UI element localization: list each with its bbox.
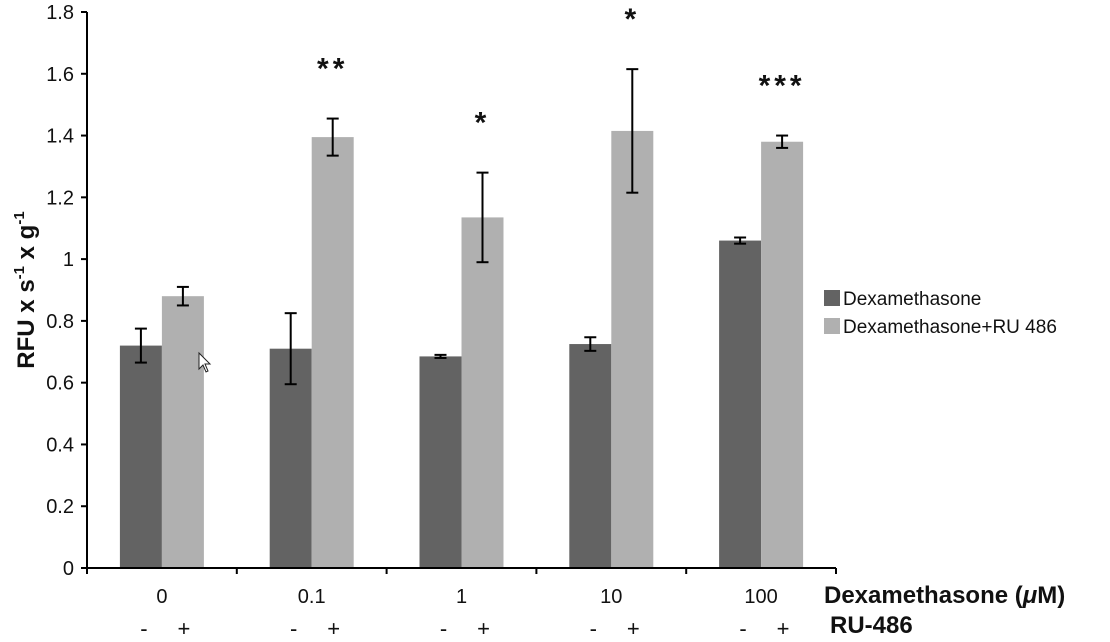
legend-label-dexamethasone: Dexamethasone xyxy=(843,289,981,310)
bar-dexamethasone xyxy=(719,240,762,569)
legend-label-dexamethasone-ru486: Dexamethasone+RU 486 xyxy=(843,317,1057,338)
bar-dexamethasone xyxy=(269,348,312,568)
bar-dexamethasone-ru486 xyxy=(311,137,354,568)
x-tick-label: 10 xyxy=(600,586,622,608)
y-tick-label: 1 xyxy=(63,249,74,271)
y-tick-label: 1.4 xyxy=(46,126,74,148)
error-bar xyxy=(476,171,489,264)
ru486-minus: - xyxy=(440,616,447,641)
x-tick-label: 100 xyxy=(744,586,777,608)
error-bar xyxy=(776,134,789,149)
significance-mark: * xyxy=(475,107,491,140)
y-tick-label: 1.8 xyxy=(46,2,74,24)
error-bar xyxy=(584,336,597,352)
y-axis: 0 0.2 0.4 0.6 0.8 1 1.2 1.4 1.6 1.8 xyxy=(46,2,88,580)
y-tick-label: 0.8 xyxy=(46,311,74,333)
error-bar xyxy=(284,312,297,386)
legend-swatch-dexamethasone-ru486 xyxy=(824,318,840,334)
legend: Dexamethasone Dexamethasone+RU 486 xyxy=(824,289,1057,338)
ru486-plus: + xyxy=(477,616,490,641)
y-tick-label: 0.2 xyxy=(46,496,74,518)
bar-dexamethasone-ru486 xyxy=(611,130,654,568)
y-tick-label: 0.6 xyxy=(46,373,74,395)
ru486-row-label: RU-486 xyxy=(830,612,913,639)
error-bar xyxy=(626,68,639,194)
bar-dexamethasone-ru486 xyxy=(161,296,204,568)
x-axis: 0- +0.1- +1- +10- +100- + xyxy=(86,567,837,641)
mouse-cursor-icon xyxy=(198,351,212,373)
ru486-minus: - xyxy=(739,616,746,641)
ru486-plus: + xyxy=(327,616,340,641)
error-bars xyxy=(134,68,789,386)
x-tick-label: 0 xyxy=(156,586,167,608)
error-bar xyxy=(176,285,189,307)
bar-dexamethasone xyxy=(569,344,612,568)
ru486-minus: - xyxy=(290,616,297,641)
ru486-plus: + xyxy=(177,616,190,641)
ru486-plus: + xyxy=(627,616,640,641)
significance-mark: ** xyxy=(317,53,348,86)
y-axis-label: RFU x s-1 x g-1 xyxy=(11,211,40,368)
error-bar xyxy=(734,236,747,245)
significance-mark: *** xyxy=(759,70,806,103)
x-axis-title: Dexamethasone (μM) xyxy=(824,582,1065,609)
y-tick-label: 1.2 xyxy=(46,187,74,209)
x-tick-label: 0.1 xyxy=(298,586,326,608)
error-bar xyxy=(134,327,147,364)
y-tick-label: 0.4 xyxy=(46,434,74,456)
bar-dexamethasone-ru486 xyxy=(761,141,804,568)
error-bar xyxy=(326,117,339,157)
legend-swatch-dexamethasone xyxy=(824,290,840,306)
y-tick-label: 0 xyxy=(63,558,74,580)
ru486-minus: - xyxy=(590,616,597,641)
significance-mark: * xyxy=(624,3,640,36)
bar-dexamethasone xyxy=(419,356,462,568)
error-bar xyxy=(434,353,447,359)
y-tick-label: 1.6 xyxy=(46,64,74,86)
bar-dexamethasone xyxy=(119,345,162,568)
x-tick-label: 1 xyxy=(456,586,467,608)
bars xyxy=(119,130,804,569)
significance-marks: ******* xyxy=(317,3,806,140)
ru486-minus: - xyxy=(140,616,147,641)
bar-dexamethasone-ru486 xyxy=(461,217,504,568)
ru486-plus: + xyxy=(777,616,790,641)
